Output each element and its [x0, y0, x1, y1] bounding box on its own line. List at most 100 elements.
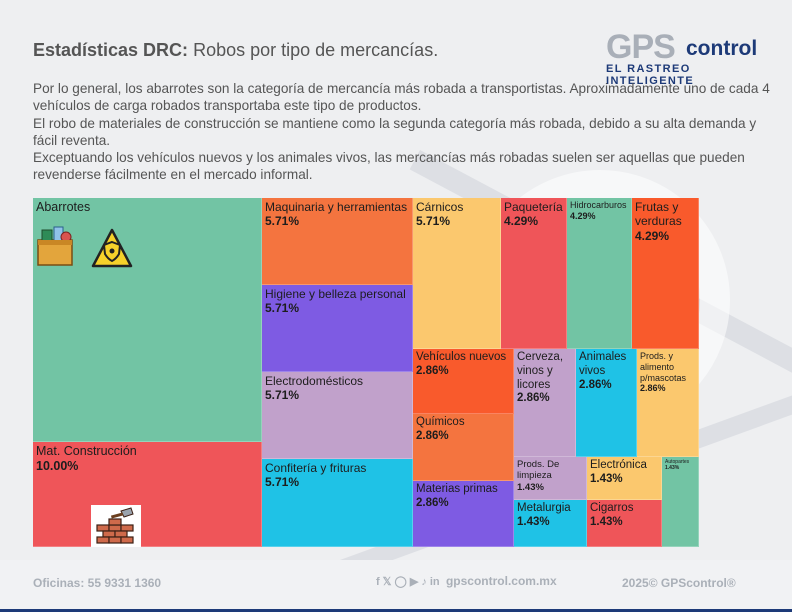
treemap-category-name: Cigarros — [590, 502, 634, 514]
treemap-category-name: Autopartes — [665, 459, 690, 465]
treemap-cell-vehiculos-nuevos: Vehículos nuevos 2.86% — [413, 349, 514, 414]
treemap-cell-carnicos: Cárnicos 5.71% — [413, 198, 501, 349]
treemap-category-value: 1.43% — [590, 472, 623, 485]
treemap-cell-paqueteria: Paquetería 4.29% — [501, 198, 567, 349]
treemap-cell-label: Confitería y frituras 5.71% — [265, 461, 410, 490]
footer-website-group: f 𝕏 ◯ ▶ ♪ in gpscontrol.com.mx — [376, 574, 557, 588]
page-title-rest: Robos por tipo de mercancías. — [188, 40, 439, 60]
treemap-cell-label: Cárnicos 5.71% — [416, 200, 498, 229]
treemap-category-value: 1.43% — [590, 515, 623, 528]
treemap-category-value: 4.29% — [635, 228, 670, 243]
treemap-cell-mat-construccion: Mat. Construcción 10.00% — [33, 442, 262, 547]
treemap-cell-label: Higiene y belleza personal 5.71% — [265, 287, 410, 316]
treemap-category-name: Electrónica — [590, 459, 647, 471]
treemap-cell-label: Hidrocarburos 4.29% — [570, 200, 629, 222]
footer-offices: Oficinas: 55 9331 1360 — [33, 576, 162, 590]
treemap-category-name: Animales vivos — [579, 351, 627, 377]
treemap-cell-abarrotes: Abarrotes — [33, 198, 262, 442]
paragraph-3: Exceptuando los vehículos nuevos y los a… — [33, 150, 745, 183]
treemap-cell-animales-vivos: Animales vivos 2.86% — [576, 349, 637, 457]
tiktok-icon[interactable]: ♪ — [421, 576, 427, 588]
treemap-cell-cigarros: Cigarros 1.43% — [587, 500, 662, 547]
treemap-category-name: Mat. Construcción — [36, 444, 137, 458]
treemap-cell-label: Cigarros 1.43% — [590, 502, 659, 530]
treemap-category-name: Vehículos nuevos — [416, 351, 507, 363]
treemap-cell-label: Electrónica 1.43% — [590, 459, 659, 487]
treemap-cell-label: Mat. Construcción 10.00% — [36, 444, 259, 474]
footer: Oficinas: 55 9331 1360 f 𝕏 ◯ ▶ ♪ in gpscontro… — [0, 560, 792, 612]
hazard-warning-icon — [91, 228, 133, 268]
treemap-cell-materias-primas: Materias primas 2.86% — [413, 481, 514, 547]
treemap-category-value: 5.71% — [265, 388, 300, 403]
paragraph-2: El robo de materiales de construcción se… — [33, 115, 757, 148]
twitter-icon[interactable]: 𝕏 — [382, 576, 392, 588]
treemap-cell-hidrocarburos: Hidrocarburos 4.29% — [567, 198, 632, 349]
treemap-category-value: 5.71% — [265, 214, 300, 229]
footer-website[interactable]: gpscontrol.com.mx — [445, 574, 557, 588]
treemap-cell-label: Paquetería 4.29% — [504, 200, 564, 229]
treemap-category-name: Higiene y belleza personal — [265, 287, 406, 301]
treemap-category-name: Prods. y alimento p/mascotas — [640, 351, 687, 383]
grocery-bag-icon — [36, 226, 74, 266]
treemap-category-name: Cerveza, vinos y licores — [517, 351, 564, 391]
treemap-category-value: 5.71% — [265, 301, 300, 316]
treemap-cell-label: Materias primas 2.86% — [416, 483, 511, 511]
logo-gps-text: GPS — [606, 28, 676, 66]
treemap-category-value: 2.86% — [640, 383, 666, 394]
treemap-cell-frutas-verduras: Frutas y verduras 4.29% — [632, 198, 699, 349]
treemap-category-value: 5.71% — [416, 214, 451, 229]
treemap-category-name: Metalurgia — [517, 502, 571, 514]
treemap-category-name: Materias primas — [416, 483, 498, 495]
treemap-category-name: Maquinaria y herramientas — [265, 200, 408, 214]
footer-copyright: 2025© GPScontrol® — [622, 576, 736, 590]
treemap-cell-label: Cerveza, vinos y licores 2.86% — [517, 351, 573, 406]
treemap-cell-prods-limpieza: Prods. De limpieza 1.43% — [514, 457, 587, 500]
treemap-cell-label: Prods. De limpieza 1.43% — [517, 459, 584, 493]
treemap-cell-label: Maquinaria y herramientas 5.71% — [265, 200, 410, 229]
brick-wall-icon — [91, 505, 141, 547]
treemap-category-value: 2.86% — [517, 392, 550, 405]
youtube-icon[interactable]: ▶ — [409, 576, 419, 588]
treemap-cell-maquinaria-herramientas: Maquinaria y herramientas 5.71% — [262, 198, 413, 285]
treemap-cell-label: Animales vivos 2.86% — [579, 351, 634, 392]
treemap-category-name: Paquetería — [504, 200, 563, 214]
linkedin-icon[interactable]: in — [429, 576, 440, 588]
treemap-category-value: 1.43% — [517, 481, 544, 493]
treemap-category-value: 4.29% — [504, 214, 539, 229]
gpscontrol-logo: GPS control EL RASTREO INTELIGENTE — [604, 28, 774, 87]
treemap-cell-label: Químicos 2.86% — [416, 416, 511, 444]
logo-control-text: control — [686, 37, 758, 60]
treemap-cell-autopartes: Autopartes 1.43% — [662, 457, 699, 547]
treemap-cell-electronica: Electrónica 1.43% — [587, 457, 662, 500]
treemap-category-name: Electrodomésticos — [265, 374, 364, 388]
treemap-category-value: 5.71% — [265, 475, 300, 490]
treemap-chart: Abarrotes Mat. Construcción 10.00% Maquinar… — [33, 198, 699, 547]
treemap-category-value: 10.00% — [36, 459, 79, 473]
treemap-category-name: Frutas y verduras — [635, 200, 682, 229]
treemap-category-name: Prods. De limpieza — [517, 459, 560, 482]
page-title-bold: Estadísticas DRC: — [33, 40, 189, 60]
treemap-category-name: Abarrotes — [36, 200, 91, 214]
treemap-cell-metalurgia: Metalurgia 1.43% — [514, 500, 587, 547]
treemap-cell-mascotas: Prods. y alimento p/mascotas 2.86% — [637, 349, 699, 457]
logo-tagline: EL RASTREO INTELIGENTE — [606, 63, 695, 87]
treemap-cell-electrodomesticos: Electrodomésticos 5.71% — [262, 372, 413, 459]
treemap-cell-label: Autopartes 1.43% — [665, 459, 696, 471]
treemap-category-name: Hidrocarburos — [570, 200, 627, 210]
instagram-icon[interactable]: ◯ — [394, 576, 407, 588]
treemap-category-value: 2.86% — [416, 496, 449, 509]
treemap-cell-label: Abarrotes — [36, 200, 259, 215]
facebook-icon[interactable]: f — [376, 576, 380, 588]
treemap-cell-higiene-belleza: Higiene y belleza personal 5.71% — [262, 285, 413, 372]
treemap-cell-label: Vehículos nuevos 2.86% — [416, 351, 511, 379]
treemap-cell-confiteria-frituras: Confitería y frituras 5.71% — [262, 459, 413, 547]
footer-divider — [0, 609, 792, 612]
treemap-category-value: 2.86% — [416, 429, 449, 442]
treemap-cell-label: Frutas y verduras 4.29% — [635, 200, 696, 243]
page-title: Estadísticas DRC: Robos por tipo de merc… — [33, 40, 573, 61]
treemap-category-name: Químicos — [416, 416, 465, 428]
treemap-category-value: 2.86% — [579, 378, 612, 391]
treemap-category-value: 2.86% — [416, 364, 449, 377]
treemap-cell-cerveza-vinos-licores: Cerveza, vinos y licores 2.86% — [514, 349, 576, 457]
description-text: Por lo general, los abarrotes son la cat… — [33, 80, 775, 184]
